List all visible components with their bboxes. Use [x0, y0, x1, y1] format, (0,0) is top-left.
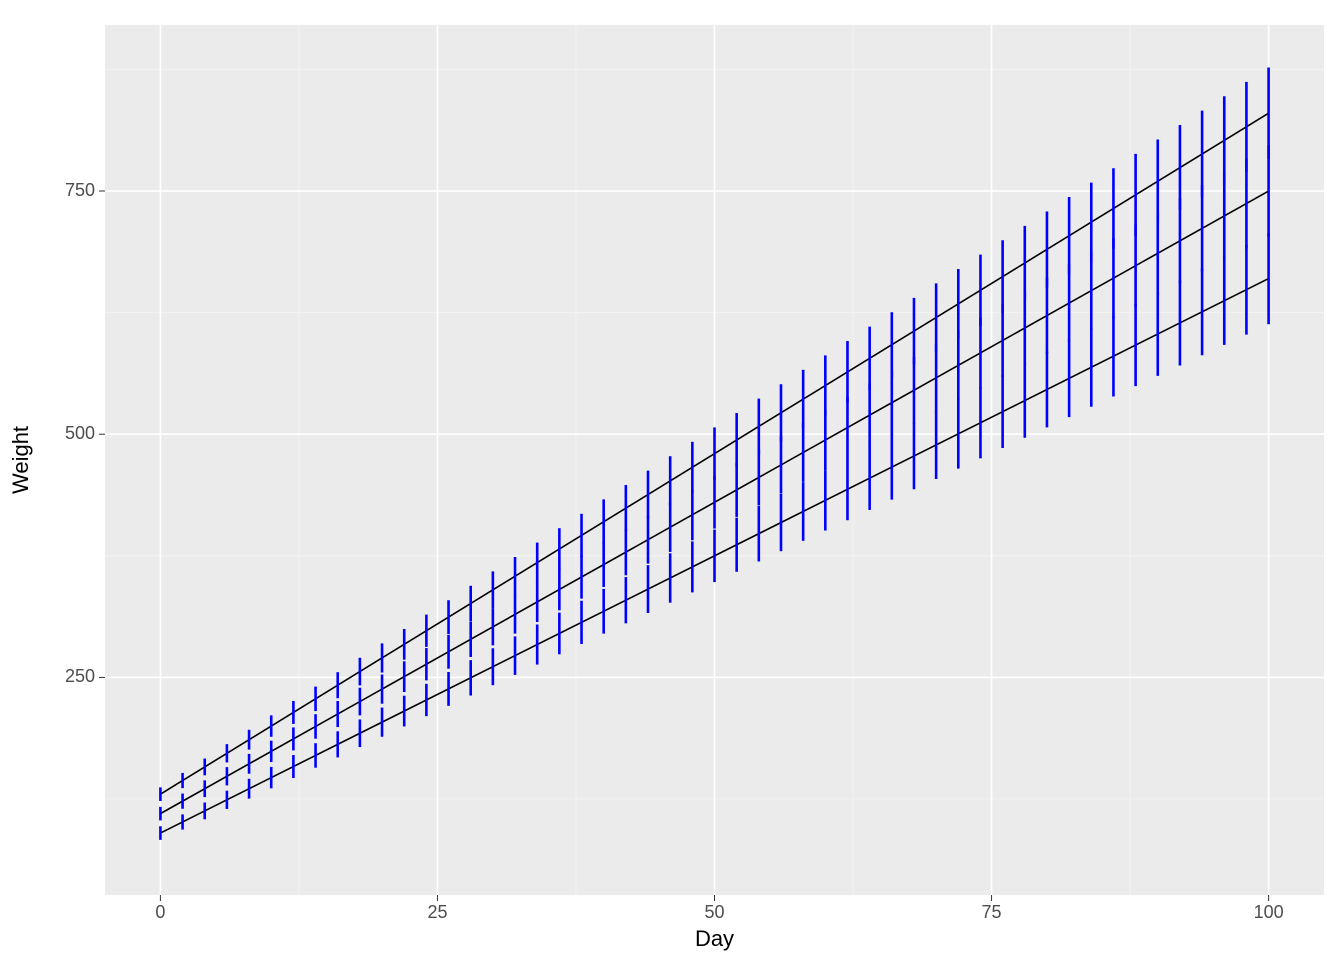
x-tick-label: 0	[155, 902, 165, 922]
x-tick-label: 75	[982, 902, 1002, 922]
y-tick-label: 250	[65, 666, 95, 686]
weight-vs-day-chart: 0 25 50 75 100 250 500 750 Day Weight	[0, 0, 1344, 960]
y-axis-title: Weight	[8, 426, 33, 494]
y-tick-label: 500	[65, 423, 95, 443]
y-tick-label: 750	[65, 180, 95, 200]
x-tick-label: 100	[1254, 902, 1284, 922]
x-axis-title: Day	[695, 926, 734, 951]
x-tick-label: 50	[704, 902, 724, 922]
chart-container: 0 25 50 75 100 250 500 750 Day Weight	[0, 0, 1344, 960]
x-tick-label: 25	[427, 902, 447, 922]
